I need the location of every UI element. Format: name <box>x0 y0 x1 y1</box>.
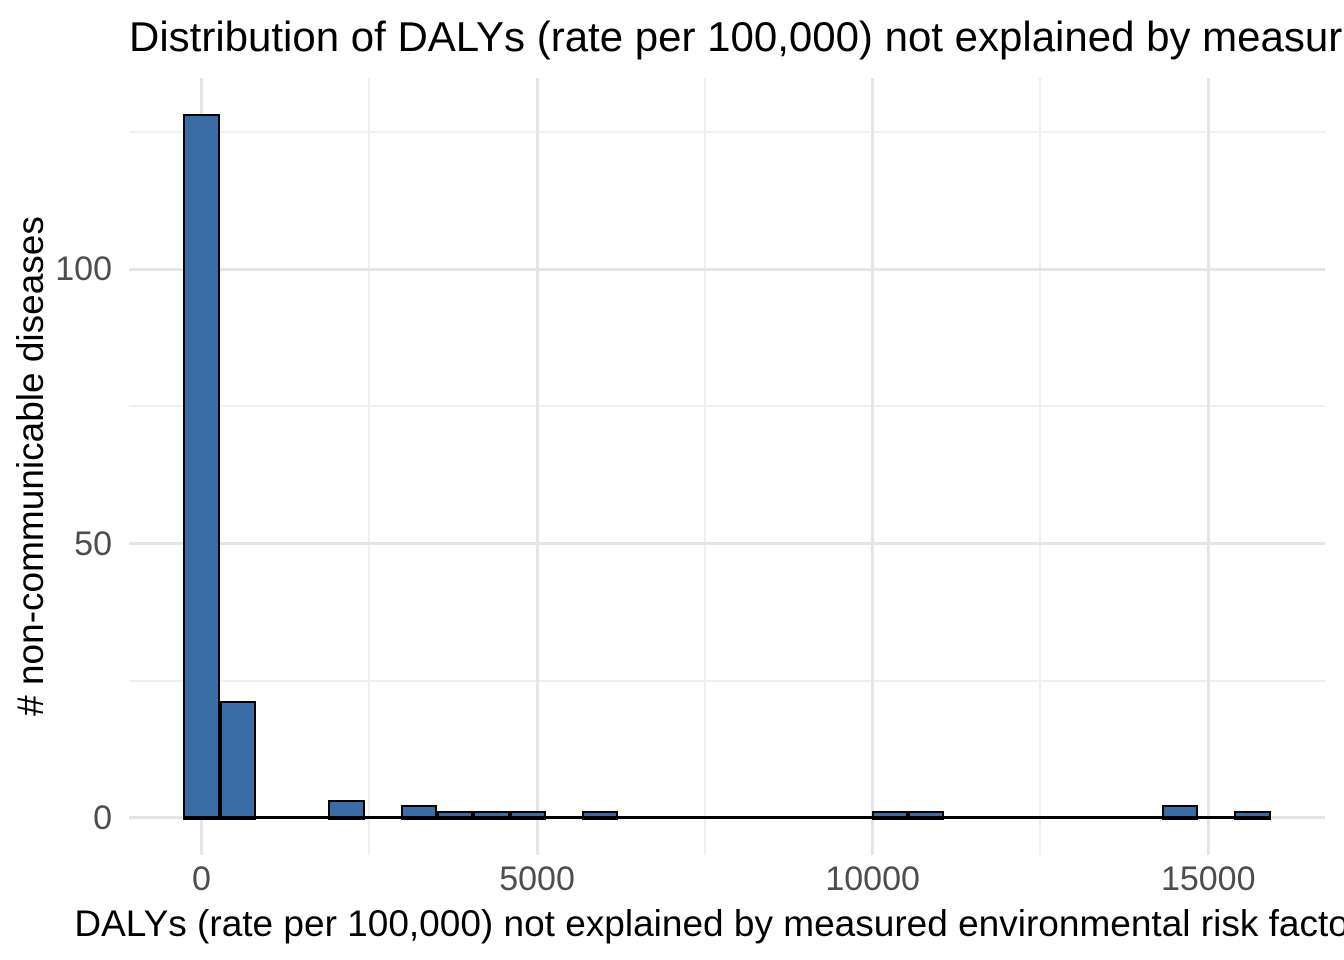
gridline-x-major <box>535 78 539 855</box>
histogram-bar <box>219 701 256 820</box>
y-tick-label: 0 <box>93 798 112 837</box>
gridline-x-minor <box>368 78 371 855</box>
y-axis-title: # non-communicable diseases <box>10 216 51 716</box>
histogram-bar <box>183 114 220 820</box>
histogram-baseline <box>183 815 1271 820</box>
x-tick-label: 15000 <box>1160 860 1256 898</box>
gridline-y-minor <box>129 679 1325 682</box>
gridline-x-major <box>1206 78 1210 855</box>
gridline-y-minor <box>129 131 1325 134</box>
gridline-x-minor <box>1039 78 1042 855</box>
y-tick-label: 50 <box>74 524 112 563</box>
gridline-y-major <box>129 267 1325 271</box>
x-axis-title: DALYs (rate per 100,000) not explained b… <box>74 903 1344 944</box>
gridline-x-major <box>871 78 875 855</box>
y-tick-label: 100 <box>55 250 112 289</box>
x-tick-label: 0 <box>192 860 211 898</box>
gridline-x-minor <box>703 78 706 855</box>
gridline-y-major <box>129 542 1325 546</box>
x-tick-label: 5000 <box>499 860 575 898</box>
chart-title: Distribution of DALYs (rate per 100,000)… <box>129 13 1344 60</box>
gridline-y-minor <box>129 405 1325 408</box>
x-tick-label: 10000 <box>825 860 920 898</box>
